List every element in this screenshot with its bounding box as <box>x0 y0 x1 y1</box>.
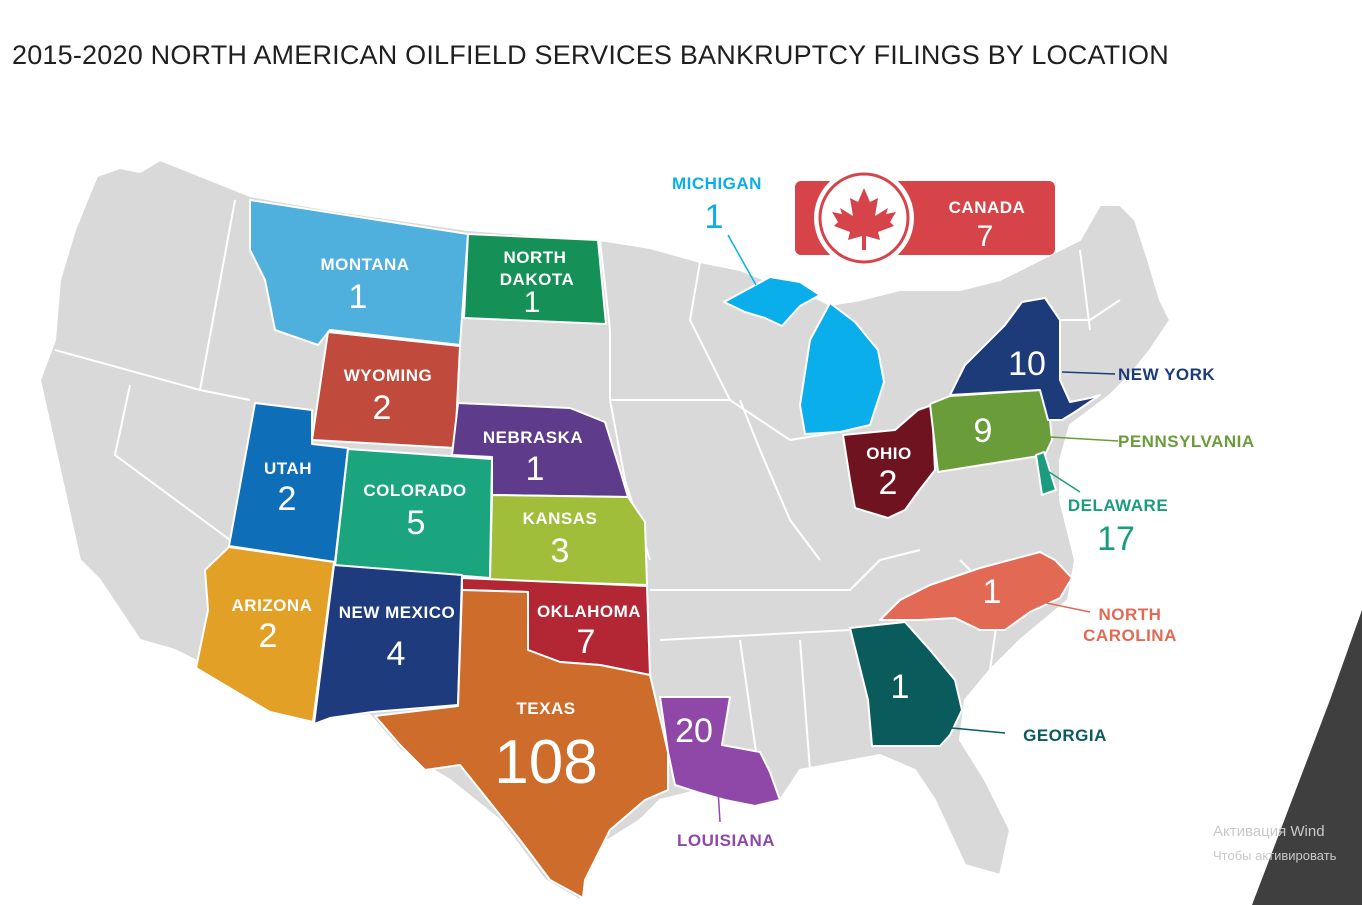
state-new-york[interactable] <box>949 297 1101 421</box>
nebraska-label: NEBRASKA <box>483 428 583 447</box>
new-mexico-label: NEW MEXICO <box>339 603 455 622</box>
texas-count: 108 <box>494 728 597 797</box>
canada-count: 7 <box>977 220 994 253</box>
page-title: 2015-2020 NORTH AMERICAN OILFIELD SERVIC… <box>12 40 1169 70</box>
nebraska-count: 1 <box>526 450 545 488</box>
pennsylvania-label: PENNSYLVANIA <box>1118 432 1255 451</box>
state-georgia[interactable] <box>849 621 963 747</box>
north-dakota-label-1: NORTH <box>504 248 567 267</box>
georgia-count: 1 <box>891 668 910 706</box>
state-utah[interactable] <box>228 402 349 563</box>
louisiana-count: 20 <box>675 712 713 750</box>
utah-label: UTAH <box>264 459 312 478</box>
north-carolina-label-1: NORTH <box>1099 605 1162 624</box>
north-dakota-count: 1 <box>524 286 541 319</box>
louisiana-label: LOUISIANA <box>677 831 775 850</box>
oklahoma-label: OKLAHOMA <box>537 602 641 621</box>
kansas-count: 3 <box>551 532 570 570</box>
new-mexico-count: 4 <box>387 635 406 673</box>
activation-watermark: Активация Wind Чтобы активировать <box>1213 820 1336 868</box>
north-dakota-label-2: DAKOTA <box>500 270 574 289</box>
montana-count: 1 <box>349 278 368 316</box>
arizona-label: ARIZONA <box>232 596 313 615</box>
wyoming-label: WYOMING <box>344 366 433 385</box>
canada-name: CANADA <box>949 198 1026 217</box>
state-ohio[interactable] <box>842 404 936 519</box>
kansas-label: KANSAS <box>523 509 598 528</box>
delaware-count: 17 <box>1097 520 1135 558</box>
new-york-count: 10 <box>1008 345 1046 383</box>
leader-lines <box>717 234 1119 823</box>
pennsylvania-count: 9 <box>974 412 993 450</box>
state-north-carolina[interactable] <box>879 551 1073 631</box>
ohio-label: OHIO <box>866 444 911 463</box>
delaware-label: DELAWARE <box>1068 496 1168 515</box>
colorado-label: COLORADO <box>363 481 466 500</box>
arizona-count: 2 <box>259 617 278 655</box>
watermark-line-1: Активация Wind <box>1213 823 1325 840</box>
state-new-mexico[interactable] <box>313 564 463 725</box>
michigan-label: MICHIGAN <box>672 174 762 193</box>
georgia-label: GEORGIA <box>1023 726 1107 745</box>
ohio-count: 2 <box>879 464 898 502</box>
state-kansas[interactable] <box>489 494 648 586</box>
oklahoma-count: 7 <box>577 623 596 661</box>
north-carolina-count: 1 <box>983 573 1002 611</box>
utah-count: 2 <box>278 480 297 518</box>
state-north-dakota[interactable] <box>463 233 607 325</box>
north-carolina-label-2: CAROLINA <box>1083 626 1177 645</box>
state-louisiana[interactable] <box>659 696 781 807</box>
maple-leaf-icon <box>832 188 896 250</box>
state-michigan[interactable] <box>723 276 821 327</box>
state-texas[interactable] <box>374 589 669 899</box>
texas-label: TEXAS <box>516 699 575 718</box>
montana-label: MONTANA <box>320 255 409 274</box>
new-york-label: NEW YORK <box>1118 365 1215 384</box>
wyoming-count: 2 <box>373 389 392 427</box>
watermark-line-2: Чтобы активировать <box>1213 848 1337 863</box>
corner-decoration <box>1252 610 1362 905</box>
michigan-count: 1 <box>705 198 724 236</box>
colorado-count: 5 <box>407 504 426 542</box>
canada-badge: CANADA 7 <box>795 168 1055 268</box>
state-michigan-lower[interactable] <box>799 302 885 435</box>
state-delaware[interactable] <box>1035 451 1057 496</box>
